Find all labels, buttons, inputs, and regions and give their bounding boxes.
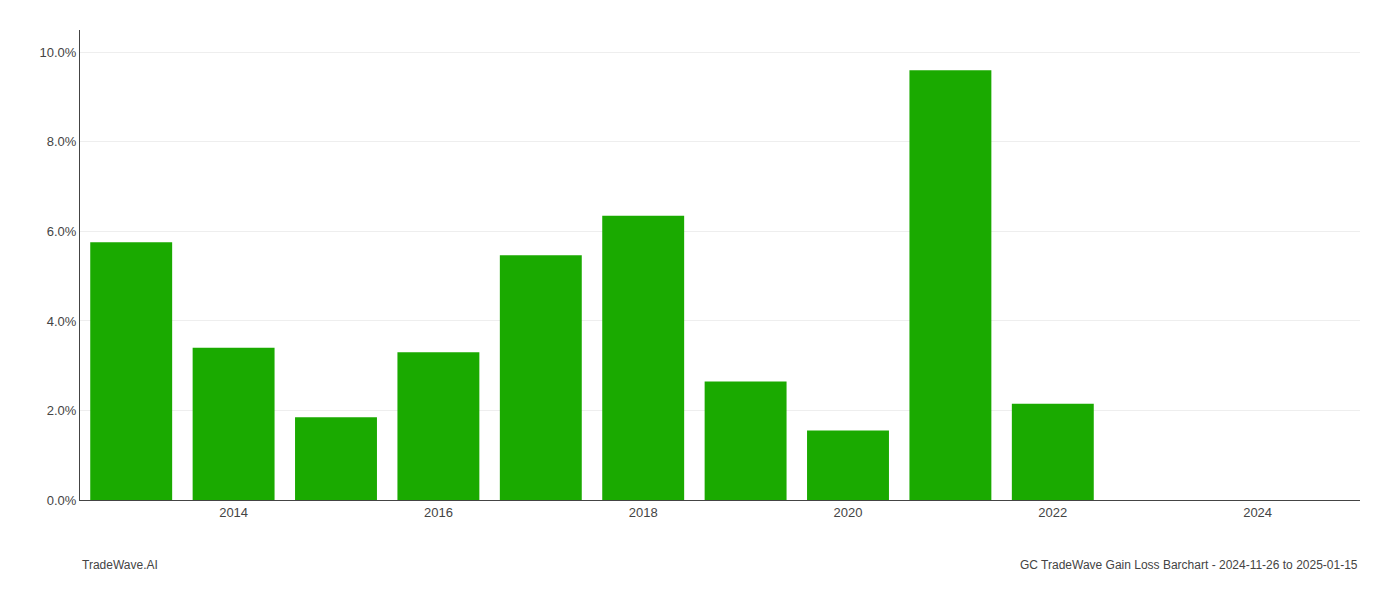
- svg-text:2022: 2022: [1038, 505, 1067, 520]
- svg-text:TradeWave.AI: TradeWave.AI: [82, 558, 158, 572]
- svg-text:2016: 2016: [424, 505, 453, 520]
- svg-text:2018: 2018: [629, 505, 658, 520]
- svg-text:2024: 2024: [1243, 505, 1272, 520]
- svg-text:4.0%: 4.0%: [47, 314, 77, 329]
- svg-text:2014: 2014: [219, 505, 248, 520]
- svg-text:2.0%: 2.0%: [47, 403, 77, 418]
- svg-text:8.0%: 8.0%: [47, 134, 77, 149]
- svg-text:6.0%: 6.0%: [47, 224, 77, 239]
- svg-text:2020: 2020: [834, 505, 863, 520]
- svg-text:0.0%: 0.0%: [47, 493, 77, 508]
- svg-text:10.0%: 10.0%: [40, 45, 77, 60]
- svg-text:GC TradeWave Gain Loss Barchar: GC TradeWave Gain Loss Barchart - 2024-1…: [1020, 558, 1358, 572]
